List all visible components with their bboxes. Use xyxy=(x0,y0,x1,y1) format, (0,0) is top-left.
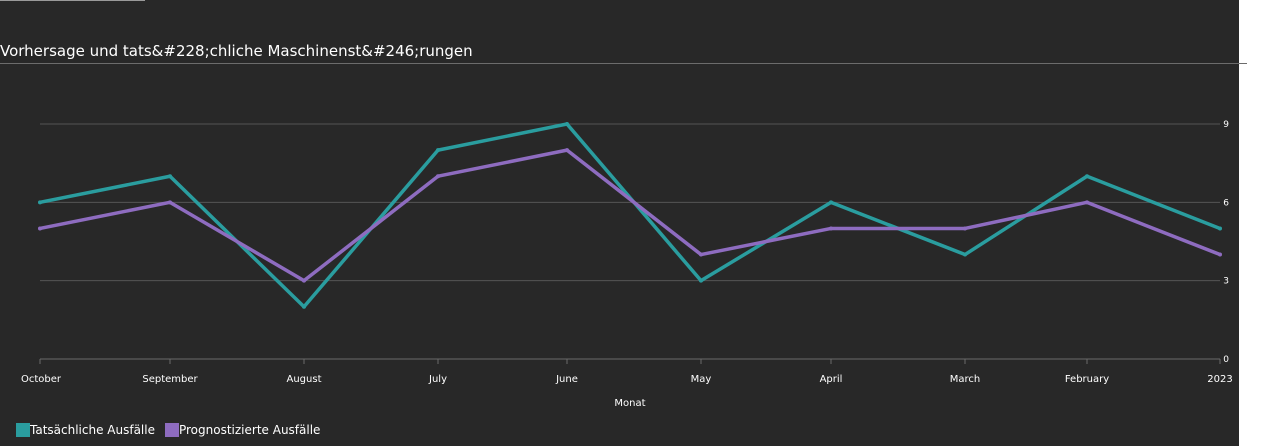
y-tick-label-6: 6 xyxy=(1223,198,1229,208)
series-line-0[interactable] xyxy=(38,122,1222,309)
x-tick-label-september: September xyxy=(142,374,198,385)
x-tick-label-march: March xyxy=(950,374,980,385)
data-point-0-0[interactable] xyxy=(38,200,42,205)
legend-item-forecast[interactable]: Prognostizierte Ausfälle xyxy=(164,423,321,437)
x-tick-labels: October September August July June May April Ma… xyxy=(21,374,1233,385)
title-divider-extension xyxy=(1239,63,1247,64)
title-divider xyxy=(0,63,1239,64)
data-point-1-0[interactable] xyxy=(38,226,42,231)
x-tick-label-april: April xyxy=(820,374,843,385)
data-point-1-7[interactable] xyxy=(963,226,967,231)
x-tick-label-august: August xyxy=(287,374,322,385)
x-tick-label-july: July xyxy=(428,374,447,385)
y-tick-label-0: 0 xyxy=(1223,355,1229,365)
x-tick-label-2023: 2023 xyxy=(1207,374,1232,385)
data-point-1-6[interactable] xyxy=(829,226,833,231)
data-point-1-3[interactable] xyxy=(436,174,440,179)
data-point-0-8[interactable] xyxy=(1085,174,1089,179)
x-tick-label-february: February xyxy=(1065,374,1109,385)
top-tab-indicator xyxy=(0,0,145,1)
legend-item-actual[interactable]: Tatsächliche Ausfälle xyxy=(16,423,155,437)
series-layer xyxy=(38,122,1222,309)
x-tick-label-october: October xyxy=(21,374,62,385)
x-tick-label-may: May xyxy=(691,374,712,385)
x-axis-title: Monat xyxy=(614,398,645,409)
data-point-1-9[interactable] xyxy=(1218,252,1222,257)
chart-title: Vorhersage und tats&#228;chliche Maschin… xyxy=(0,42,473,60)
data-point-1-8[interactable] xyxy=(1085,200,1089,205)
y-tick-label-3: 3 xyxy=(1223,277,1229,287)
data-point-0-3[interactable] xyxy=(436,148,440,153)
data-point-0-7[interactable] xyxy=(963,252,967,257)
line-chart: October September August July June May April Ma… xyxy=(21,120,1233,409)
x-tick-label-june: June xyxy=(555,374,578,385)
legend: Tatsächliche Ausfälle Prognostizierte Au… xyxy=(16,423,320,437)
data-point-0-5[interactable] xyxy=(699,278,703,283)
legend-swatch-forecast xyxy=(164,423,179,437)
data-point-0-6[interactable] xyxy=(829,200,833,205)
y-tick-label-9: 9 xyxy=(1223,120,1229,130)
chart-panel: Vorhersage und tats&#228;chliche Maschin… xyxy=(0,0,1239,446)
legend-label-actual: Tatsächliche Ausfälle xyxy=(30,423,155,437)
y-tick-labels: 0 3 6 9 xyxy=(1223,120,1229,365)
data-point-0-4[interactable] xyxy=(565,122,569,126)
data-point-1-5[interactable] xyxy=(699,252,703,257)
data-point-1-2[interactable] xyxy=(302,278,306,283)
series-line-1[interactable] xyxy=(38,148,1222,283)
data-point-0-2[interactable] xyxy=(302,304,306,309)
grid-layer xyxy=(39,123,1221,364)
data-point-1-1[interactable] xyxy=(168,200,172,205)
data-point-0-1[interactable] xyxy=(168,174,172,179)
data-point-1-4[interactable] xyxy=(565,148,569,153)
legend-swatch-actual xyxy=(16,423,30,437)
legend-label-forecast: Prognostizierte Ausfälle xyxy=(178,423,321,437)
data-point-0-9[interactable] xyxy=(1218,226,1222,231)
